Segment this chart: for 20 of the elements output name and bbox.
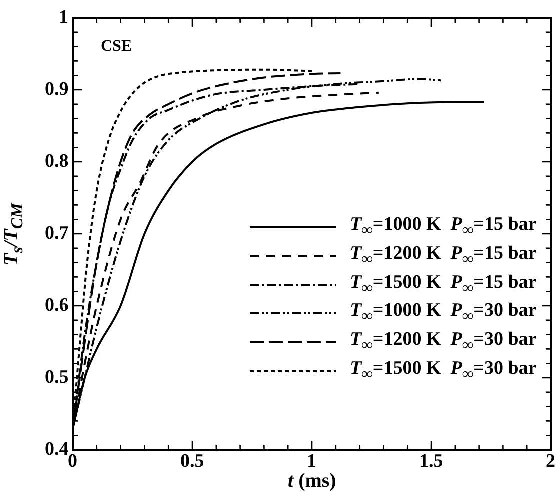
legend-label: T$_{∞}$=1000 K P$_{∞}$=30 bar <box>350 300 537 326</box>
legend-label: T$_{∞}$=1200 K P$_{∞}$=30 bar <box>350 329 537 354</box>
legend-label: T$_{∞}$=1200 K P$_{∞}$=15 bar <box>350 242 537 268</box>
legend-label: T$_{∞}$=1000 K P$_{∞}$=15 bar <box>350 214 537 239</box>
y-tick-label: 1 <box>59 7 68 29</box>
x-tick-label: 2 <box>546 451 556 473</box>
y-tick-label: 0.6 <box>45 295 69 317</box>
y-tick-label: 0.7 <box>45 223 69 245</box>
x-tick-label: 1 <box>307 451 316 473</box>
y-tick-label: 0.5 <box>45 367 69 389</box>
legend-label: T$_{∞}$=1500 K P$_{∞}$=30 bar <box>350 358 537 383</box>
x-tick-label: 0.5 <box>180 451 204 473</box>
x-tick-label: 1.5 <box>420 451 444 473</box>
y-tick-label: 0.9 <box>45 79 69 101</box>
annotation: CSE <box>101 38 132 56</box>
y-tick-label: 0.8 <box>45 151 69 173</box>
x-axis-title: t (ms) <box>288 470 336 493</box>
x-tick-label: 0 <box>68 451 78 473</box>
legend-label: T$_{∞}$=1500 K P$_{∞}$=15 bar <box>350 272 537 296</box>
y-tick-label: 0.4 <box>45 439 69 460</box>
